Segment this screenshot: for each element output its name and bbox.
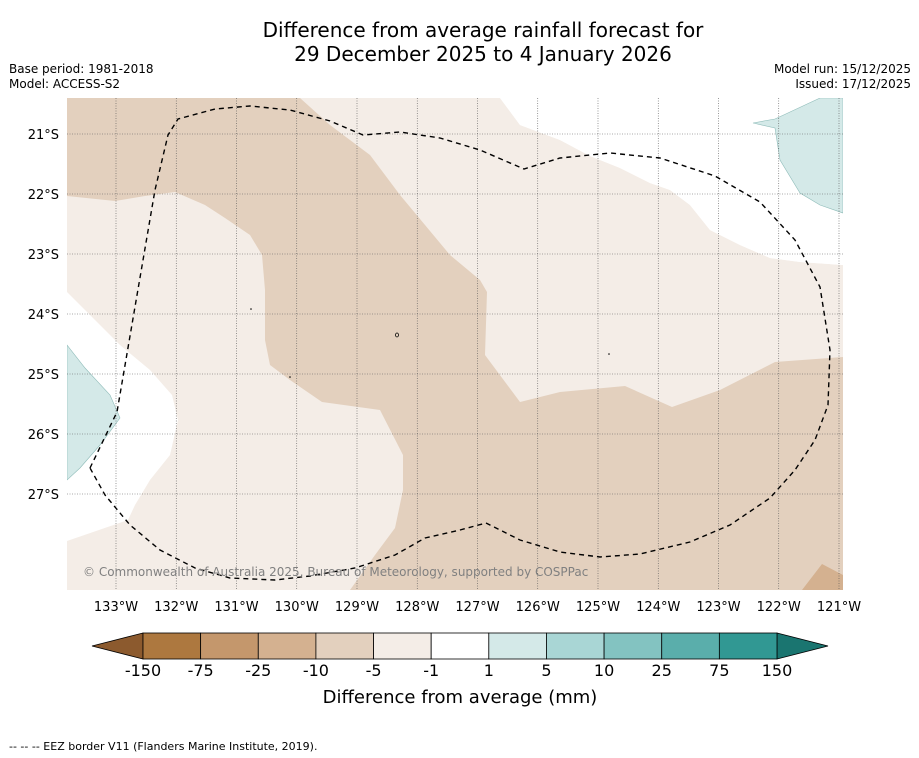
issued-date: Issued: 17/12/2025 bbox=[795, 77, 911, 91]
lon-label: 133°W bbox=[94, 600, 138, 615]
meta-left: Base period: 1981-2018 Model: ACCESS-S2 bbox=[9, 62, 154, 92]
chart-title: Difference from average rainfall forecas… bbox=[0, 18, 919, 66]
lat-label: 22°S bbox=[28, 188, 59, 203]
lon-label: 121°W bbox=[817, 600, 861, 615]
speck-1 bbox=[250, 308, 252, 310]
region-neutral-left bbox=[67, 292, 178, 541]
model-run: Model run: 15/12/2025 bbox=[773, 62, 911, 76]
latitude-labels: 21°S 22°S 23°S 24°S 25°S 26°S 27°S bbox=[28, 128, 59, 503]
colorbar-segment bbox=[257, 632, 317, 660]
colorbar-tick-label: -25 bbox=[245, 661, 271, 680]
lon-label: 127°W bbox=[455, 600, 499, 615]
map-plot-area bbox=[67, 98, 843, 590]
lat-label: 26°S bbox=[28, 428, 59, 443]
region-neutral-top-right bbox=[500, 98, 843, 265]
colorbar-segment bbox=[200, 632, 259, 660]
region-plus1-to-plus5-left bbox=[67, 344, 121, 481]
colorbar-tick-label: -10 bbox=[303, 661, 329, 680]
eez-footnote: -- -- -- EEZ border V11 (Flanders Marine… bbox=[9, 740, 318, 753]
lon-label: 126°W bbox=[516, 600, 560, 615]
colorbar-tick-label: 25 bbox=[652, 661, 672, 680]
lat-label: 23°S bbox=[28, 248, 59, 263]
lon-label: 122°W bbox=[757, 600, 801, 615]
lon-label: 128°W bbox=[395, 600, 439, 615]
copyright-credit: © Commonwealth of Australia 2025, Bureau… bbox=[83, 565, 589, 579]
colorbar-title: Difference from average (mm) bbox=[323, 687, 598, 708]
colorbar-segment bbox=[603, 632, 663, 660]
lon-label: 131°W bbox=[214, 600, 258, 615]
region-minus10-to-minus5 bbox=[67, 98, 843, 590]
lat-label: 27°S bbox=[28, 488, 59, 503]
colorbar-segment bbox=[373, 632, 432, 660]
lat-label: 25°S bbox=[28, 368, 59, 383]
title-line-2: 29 December 2025 to 4 January 2026 bbox=[294, 42, 672, 66]
colorbar-tick-label: 5 bbox=[541, 661, 551, 680]
colorbar-segment bbox=[718, 632, 778, 660]
region-plus1-to-plus5-right bbox=[752, 98, 843, 214]
eez-border bbox=[89, 105, 831, 581]
colorbar-segment bbox=[430, 632, 490, 660]
lon-label: 125°W bbox=[576, 600, 620, 615]
colorbar-segment bbox=[661, 632, 720, 660]
speck-4 bbox=[395, 332, 399, 338]
lon-label: 123°W bbox=[696, 600, 740, 615]
lon-label: 130°W bbox=[275, 600, 319, 615]
speck-2 bbox=[289, 376, 291, 378]
colorbar-tick-label: 10 bbox=[594, 661, 614, 680]
colorbar-high-extend bbox=[776, 632, 829, 660]
colorbar-tick-label: -150 bbox=[125, 661, 161, 680]
lon-label: 132°W bbox=[154, 600, 198, 615]
lon-label: 124°W bbox=[636, 600, 680, 615]
region-minus25-to-minus10 bbox=[802, 564, 843, 590]
colorbar-tick-label: 150 bbox=[762, 661, 793, 680]
lat-label: 21°S bbox=[28, 128, 59, 143]
colorbar-segment bbox=[142, 632, 202, 660]
model-name: Model: ACCESS-S2 bbox=[9, 77, 121, 91]
colorbar-low-extend bbox=[91, 632, 144, 660]
colorbar-segment bbox=[546, 632, 605, 660]
colorbar-segment bbox=[488, 632, 547, 660]
colorbar-tick-label: 75 bbox=[709, 661, 729, 680]
title-line-1: Difference from average rainfall forecas… bbox=[262, 18, 704, 42]
base-period: Base period: 1981-2018 bbox=[9, 62, 154, 76]
colorbar-tick-label: -5 bbox=[366, 661, 382, 680]
colorbar: -150 -75 -25 -10 -5 -1 1 5 10 25 75 150 Difference f… bbox=[91, 632, 829, 708]
colorbar-tick-label: 1 bbox=[484, 661, 494, 680]
lat-label: 24°S bbox=[28, 308, 59, 323]
lon-label: 129°W bbox=[335, 600, 379, 615]
speck-3 bbox=[608, 353, 610, 355]
colorbar-tick-label: -75 bbox=[188, 661, 214, 680]
longitude-labels: 133°W 132°W 131°W 130°W 129°W 128°W 127°W 126°W… bbox=[94, 600, 861, 615]
colorbar-segment bbox=[315, 632, 374, 660]
meta-right: Model run: 15/12/2025 Issued: 17/12/2025 bbox=[774, 62, 911, 92]
colorbar-tick-label: -1 bbox=[423, 661, 439, 680]
